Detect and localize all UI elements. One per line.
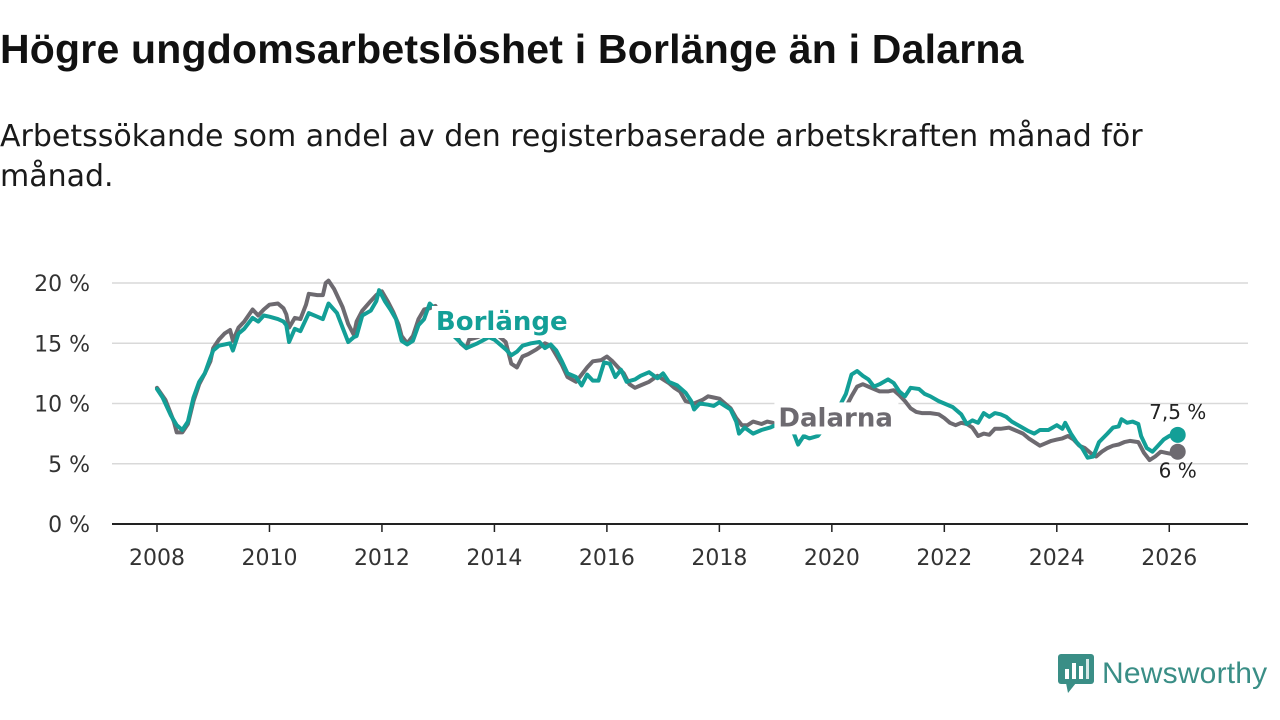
y-tick-label: 0 %	[48, 513, 90, 538]
end-point-borlange	[1169, 426, 1186, 443]
series-label-dalarna: Dalarna	[778, 403, 892, 433]
x-tick-label: 2024	[1029, 546, 1085, 571]
x-tick-label: 2026	[1141, 546, 1197, 571]
series-labels: Borlänge Dalarna 6 % 7,5 %	[431, 305, 1206, 483]
label-halo	[774, 402, 899, 435]
end-value-borlange: 7,5 %	[1149, 400, 1206, 424]
x-tick-label: 2008	[129, 546, 185, 571]
y-axis: 0 % 5 % 10 % 15 % 20 %	[34, 272, 90, 538]
y-tick-label: 20 %	[34, 272, 90, 297]
x-tick-label: 2014	[466, 546, 522, 571]
x-tick-label: 2018	[691, 546, 747, 571]
y-tick-label: 15 %	[34, 332, 90, 357]
x-tick-label: 2016	[579, 546, 635, 571]
label-halo	[431, 305, 572, 338]
gridlines	[112, 282, 1248, 465]
series-lines	[155, 278, 1180, 463]
chart-title: Högre ungdomsarbetslöshet i Borlänge än …	[0, 26, 1024, 72]
brand-name: Newsworthy	[1102, 657, 1268, 690]
series-label-borlange: Borlänge	[436, 307, 568, 337]
y-tick-label: 5 %	[48, 453, 90, 478]
x-tick-label: 2010	[241, 546, 297, 571]
x-tick-label: 2022	[916, 546, 972, 571]
x-axis: 2008 2010 2012 2014 2016 2018 2020 2022 2024 2026	[112, 523, 1248, 571]
end-value-dalarna: 6 %	[1159, 459, 1197, 483]
end-point-dalarna	[1169, 443, 1186, 460]
series-line-dalarna	[155, 278, 1180, 463]
newsworthy-icon	[1058, 654, 1094, 693]
x-tick-label: 2012	[354, 546, 410, 571]
newsworthy-logo[interactable]: Newsworthy	[1058, 654, 1267, 694]
series-line-borlange	[155, 288, 1180, 460]
y-tick-label: 10 %	[34, 393, 90, 418]
x-tick-label: 2020	[804, 546, 860, 571]
chart-subtitle: Arbetssökande som andel av den registerb…	[0, 119, 1143, 194]
